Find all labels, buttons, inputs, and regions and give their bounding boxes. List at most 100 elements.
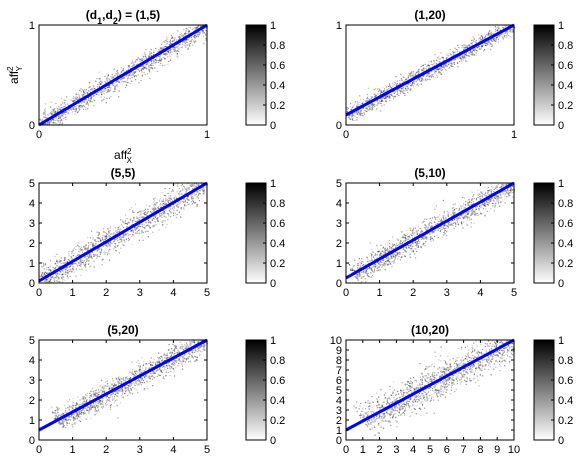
density-point [127, 77, 129, 79]
density-point [147, 236, 149, 238]
density-point [432, 239, 435, 241]
density-point [126, 79, 128, 81]
density-point [348, 117, 350, 119]
density-point [145, 222, 147, 224]
density-point [383, 251, 385, 253]
density-point [358, 111, 360, 113]
density-point [58, 277, 60, 279]
density-point [473, 48, 475, 50]
density-point [92, 243, 94, 246]
density-point [124, 87, 127, 89]
density-point [201, 187, 203, 189]
density-point [144, 73, 146, 76]
density-point [429, 75, 431, 77]
density-point [180, 216, 182, 218]
density-point [168, 195, 170, 197]
density-point [462, 196, 464, 199]
density-point [72, 98, 74, 100]
density-point [399, 90, 402, 92]
density-point [205, 34, 207, 36]
density-point [464, 204, 467, 206]
density-point [55, 123, 57, 125]
density-point [470, 210, 472, 213]
density-point [374, 95, 376, 97]
density-point [131, 243, 133, 245]
density-point [170, 51, 172, 53]
density-point [141, 65, 144, 67]
density-point [74, 99, 76, 101]
density-point [138, 225, 140, 228]
density-point [98, 94, 100, 96]
density-point [402, 254, 404, 256]
density-point [408, 72, 410, 74]
density-point [150, 63, 152, 66]
density-point [363, 111, 365, 114]
density-point [440, 229, 442, 231]
density-point [370, 96, 372, 98]
density-point [377, 103, 379, 105]
density-point [142, 67, 145, 69]
density-point [83, 93, 85, 95]
y-tick-label: 2 [29, 238, 35, 250]
density-point [354, 101, 356, 103]
density-point [160, 62, 162, 64]
density-point [381, 86, 384, 89]
density-point [129, 78, 131, 80]
density-point [172, 209, 174, 211]
density-point [115, 246, 117, 249]
density-point [442, 231, 445, 234]
density-point [162, 209, 164, 211]
density-point [181, 46, 183, 48]
density-point [173, 49, 175, 51]
density-point [447, 215, 449, 217]
density-point [379, 98, 381, 100]
density-point [136, 230, 138, 232]
density-point [165, 53, 167, 55]
density-point [476, 205, 478, 208]
density-point [381, 250, 383, 253]
density-point [387, 255, 389, 258]
density-point [379, 93, 382, 96]
density-point [57, 115, 60, 118]
density-point [61, 123, 63, 125]
density-point [204, 190, 206, 192]
density-point [395, 89, 398, 91]
density-point [474, 49, 476, 51]
density-point [87, 103, 89, 105]
density-point [430, 238, 432, 240]
density-point [401, 81, 403, 84]
density-point [94, 239, 96, 242]
density-point [134, 229, 136, 231]
density-point [154, 197, 157, 199]
density-point [197, 191, 199, 193]
density-point [373, 93, 375, 96]
density-point [197, 194, 200, 196]
density-point [137, 74, 140, 76]
density-point [402, 91, 404, 93]
density-point [134, 203, 137, 205]
density-point [123, 239, 125, 242]
density-point [166, 45, 168, 48]
density-point [507, 31, 509, 33]
density-point [187, 183, 189, 185]
density-point [180, 208, 183, 210]
density-point [112, 90, 115, 93]
density-point [396, 88, 399, 91]
density-point [436, 59, 438, 62]
density-point [105, 87, 107, 90]
density-point [428, 61, 430, 63]
density-point [402, 89, 404, 91]
density-point [192, 193, 194, 195]
density-point [417, 225, 419, 227]
density-point [94, 99, 96, 102]
density-point [428, 72, 430, 75]
density-point [140, 225, 142, 228]
density-point [90, 265, 92, 268]
density-point [203, 190, 205, 192]
density-point [404, 92, 406, 95]
density-point [490, 33, 492, 35]
density-point [125, 70, 128, 72]
density-point [426, 69, 428, 71]
density-point [63, 260, 65, 262]
density-point [357, 275, 359, 277]
